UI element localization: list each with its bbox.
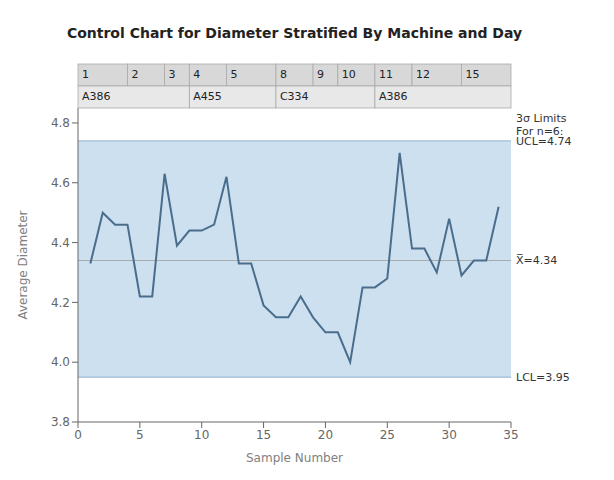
svg-text:Average Diameter: Average Diameter — [16, 210, 30, 319]
svg-text:3: 3 — [169, 68, 176, 81]
svg-text:4.0: 4.0 — [51, 355, 70, 369]
svg-text:15: 15 — [466, 68, 480, 81]
svg-text:A455: A455 — [193, 90, 222, 103]
svg-text:X̅=4.34: X̅=4.34 — [516, 254, 557, 267]
svg-text:4.2: 4.2 — [51, 296, 70, 310]
svg-text:35: 35 — [503, 428, 518, 442]
svg-text:12: 12 — [416, 68, 430, 81]
svg-text:9: 9 — [317, 68, 324, 81]
svg-text:Sample Number: Sample Number — [246, 451, 343, 465]
svg-text:0: 0 — [74, 428, 82, 442]
svg-text:C334: C334 — [280, 90, 309, 103]
svg-text:LCL=3.95: LCL=3.95 — [516, 371, 570, 384]
svg-text:11: 11 — [379, 68, 393, 81]
svg-text:UCL=4.74: UCL=4.74 — [516, 135, 572, 148]
svg-text:3.8: 3.8 — [51, 415, 70, 429]
svg-text:10: 10 — [194, 428, 209, 442]
svg-text:A386: A386 — [82, 90, 111, 103]
svg-text:3σ LimitsFor n=6:: 3σ LimitsFor n=6: — [516, 112, 567, 138]
svg-text:1: 1 — [82, 68, 89, 81]
svg-text:4.6: 4.6 — [51, 176, 70, 190]
svg-text:10: 10 — [342, 68, 356, 81]
svg-text:Control Chart for Diameter Str: Control Chart for Diameter Stratified By… — [67, 25, 522, 41]
svg-text:25: 25 — [380, 428, 395, 442]
svg-text:8: 8 — [280, 68, 287, 81]
svg-text:4.4: 4.4 — [51, 236, 70, 250]
svg-text:30: 30 — [442, 428, 457, 442]
svg-text:A386: A386 — [379, 90, 408, 103]
svg-text:15: 15 — [256, 428, 271, 442]
svg-text:5: 5 — [136, 428, 144, 442]
svg-text:5: 5 — [230, 68, 237, 81]
svg-text:4: 4 — [193, 68, 200, 81]
svg-text:20: 20 — [318, 428, 333, 442]
svg-text:2: 2 — [131, 68, 138, 81]
svg-text:4.8: 4.8 — [51, 116, 70, 130]
